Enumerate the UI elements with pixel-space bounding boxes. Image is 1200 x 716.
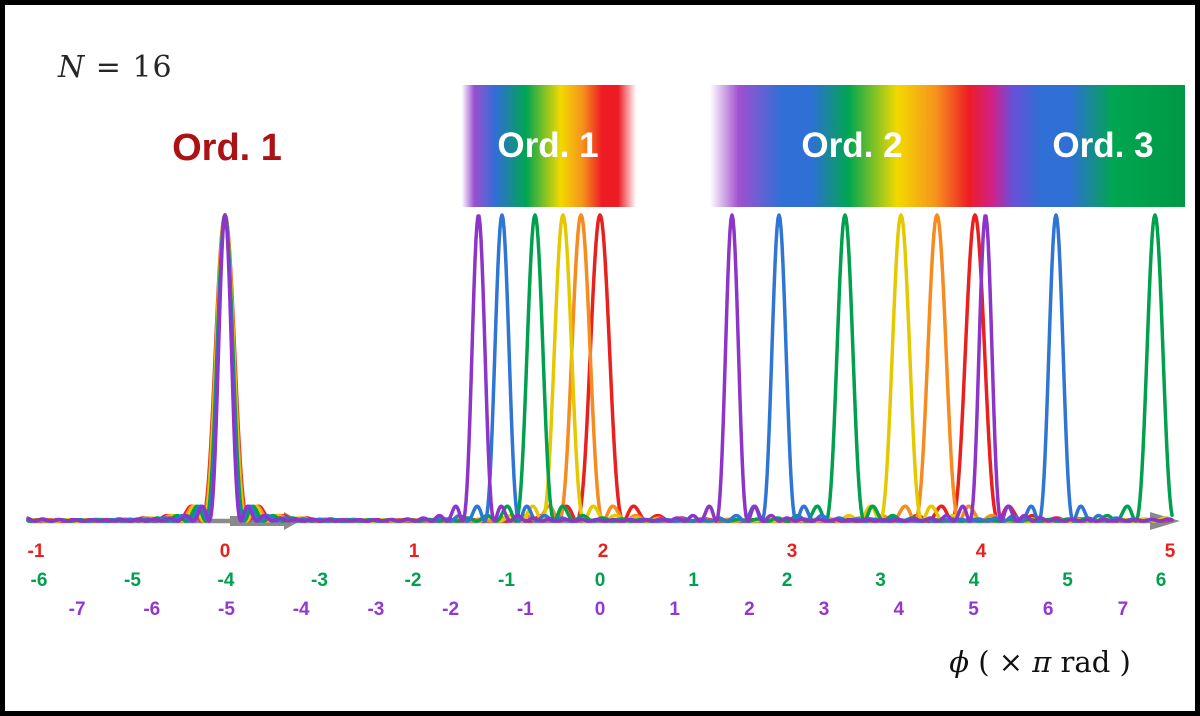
tick-green--4: -4 bbox=[217, 570, 235, 591]
tick-purple--1: -1 bbox=[516, 599, 534, 620]
tick-purple--5: -5 bbox=[218, 599, 235, 620]
left-order-1-label: Ord. 1 bbox=[172, 127, 282, 169]
tick-row-red: -1 0 1 2 3 4 5 bbox=[0, 541, 1200, 565]
tick-green-5: 5 bbox=[1062, 570, 1073, 591]
tick-red-4: 4 bbox=[975, 541, 987, 562]
tick-red-1: 1 bbox=[408, 541, 420, 562]
bar-order-3-label: Ord. 3 bbox=[1052, 126, 1154, 165]
curve-yellow bbox=[26, 213, 1174, 523]
tick-row-purple: -7 -6 -5 -4 -3 -2 -1 0 1 2 3 4 5 6 7 bbox=[0, 599, 1200, 623]
n-value: = 16 bbox=[85, 50, 173, 85]
spectral-bar-order-2-3: Ord. 2 Ord. 3 bbox=[705, 85, 1185, 207]
curve-green bbox=[26, 213, 1174, 523]
tick-purple-7: 7 bbox=[1117, 599, 1129, 620]
tick-red-3: 3 bbox=[786, 541, 798, 562]
tick-purple--3: -3 bbox=[367, 599, 385, 620]
tick-green-4: 4 bbox=[968, 570, 980, 591]
n-variable: N bbox=[58, 50, 86, 85]
tick-purple-4: 4 bbox=[893, 599, 905, 620]
tick-purple-0: 0 bbox=[594, 599, 606, 620]
tick-red--1: -1 bbox=[27, 541, 45, 562]
tick-green-6: 6 bbox=[1155, 570, 1167, 591]
tick-purple--2: -2 bbox=[442, 599, 460, 620]
tick-row-green: -6 -5 -4 -3 -2 -1 0 1 2 3 4 5 6 bbox=[0, 570, 1200, 594]
tick-green--5: -5 bbox=[124, 570, 141, 591]
x-axis-label: ϕ ( × π rad ) bbox=[949, 645, 1131, 679]
tick-green-3: 3 bbox=[875, 570, 886, 591]
tick-green--6: -6 bbox=[30, 570, 48, 591]
tick-purple--4: -4 bbox=[292, 599, 310, 620]
tick-green-1: 1 bbox=[688, 570, 699, 591]
tick-red-5: 5 bbox=[1164, 541, 1176, 562]
bar-order-2-label: Ord. 2 bbox=[801, 126, 903, 165]
curve-purple bbox=[26, 213, 1174, 523]
tick-purple--7: -7 bbox=[68, 599, 86, 620]
x-label-open: ( × bbox=[968, 645, 1033, 679]
tick-purple-2: 2 bbox=[744, 599, 755, 620]
tick-green-2: 2 bbox=[781, 570, 793, 591]
tick-purple-1: 1 bbox=[669, 599, 680, 620]
tick-green-0: 0 bbox=[594, 570, 606, 591]
curve-red bbox=[26, 213, 1174, 523]
pi-symbol: π bbox=[1032, 645, 1052, 679]
bar-order-1-label: Ord. 1 bbox=[497, 126, 599, 165]
tick-green--1: -1 bbox=[498, 570, 515, 591]
tick-green--3: -3 bbox=[311, 570, 328, 591]
tick-purple-6: 6 bbox=[1042, 599, 1054, 620]
tick-purple--6: -6 bbox=[143, 599, 161, 620]
tick-purple-3: 3 bbox=[818, 599, 830, 620]
x-label-close: rad ) bbox=[1051, 645, 1131, 679]
tick-green--2: -2 bbox=[404, 570, 422, 591]
phi-symbol: ϕ bbox=[949, 645, 969, 679]
tick-red-0: 0 bbox=[219, 541, 231, 562]
curve-blue bbox=[26, 213, 1174, 523]
curve-orange bbox=[26, 213, 1174, 523]
tick-red-2: 2 bbox=[597, 541, 609, 562]
spectral-bar-order-1: Ord. 1 bbox=[458, 85, 638, 207]
tick-purple-5: 5 bbox=[968, 599, 979, 620]
n-equals-label: N = 16 bbox=[58, 50, 173, 85]
